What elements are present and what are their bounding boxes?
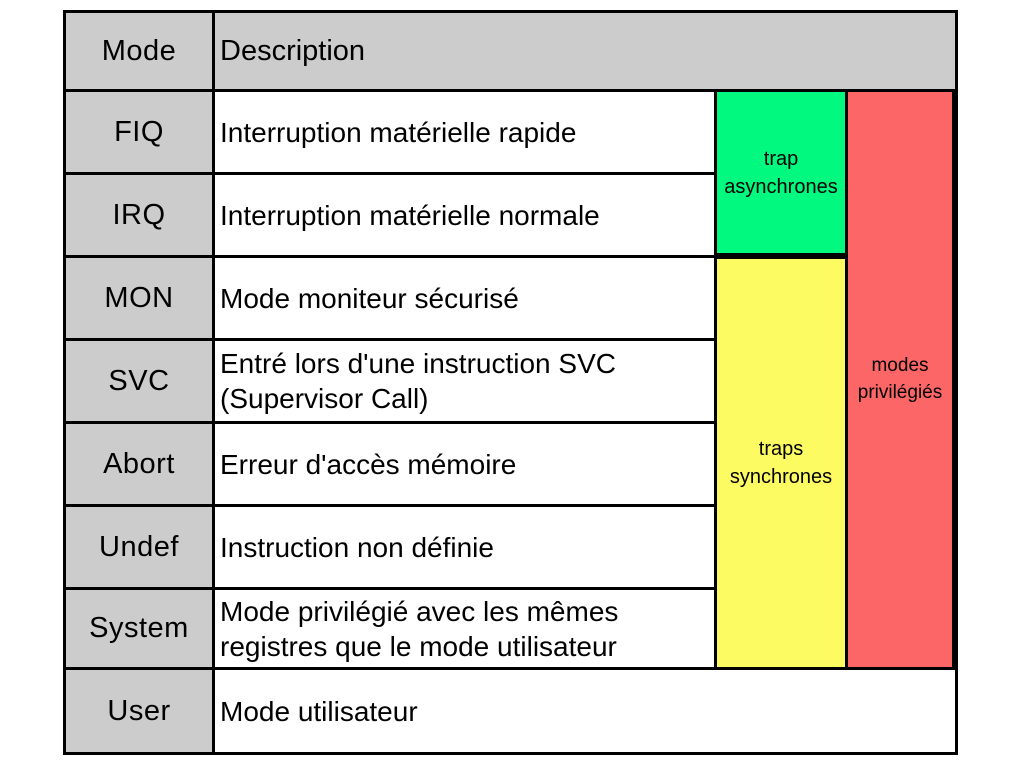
mode-cell: System xyxy=(66,590,215,667)
mode-cell: Abort xyxy=(66,424,215,504)
mode-label: SVC xyxy=(108,364,170,397)
description-text: Interruption matérielle normale xyxy=(220,199,600,231)
description-text: Mode utilisateur xyxy=(220,695,418,727)
description-text: Interruption matérielle rapide xyxy=(220,116,577,148)
header-mode-cell: Mode xyxy=(66,13,215,89)
mode-cell: SVC xyxy=(66,341,215,421)
privileged-modes-label: modes privilégiés xyxy=(857,354,943,403)
description-text: Entré lors d'une instruction SVC (Superv… xyxy=(220,348,616,414)
description-text: Instruction non définie xyxy=(220,531,494,563)
mode-cell: IRQ xyxy=(66,175,215,255)
group-overlay-sync-traps: traps synchrones xyxy=(714,256,848,670)
group-overlay-privileged-modes: modes privilégiés xyxy=(845,89,955,670)
sync-traps-label: traps synchrones xyxy=(729,438,833,488)
mode-cell: Undef xyxy=(66,507,215,587)
description-text: Mode privilégié avec les mêmes registres… xyxy=(220,595,619,662)
table-header-row: Mode Description xyxy=(66,13,955,92)
mode-cell: User xyxy=(66,670,215,752)
mode-cell: MON xyxy=(66,258,215,338)
header-description-cell: Description xyxy=(215,13,955,89)
mode-label: System xyxy=(89,612,189,644)
description-text: Mode moniteur sécurisé xyxy=(220,282,519,314)
mode-label: MON xyxy=(104,281,174,314)
header-description-label: Description xyxy=(220,34,366,67)
async-traps-label: trap asynchrones xyxy=(724,147,838,198)
table-row-user: User Mode utilisateur xyxy=(66,670,955,752)
mode-label: FIQ xyxy=(114,115,164,148)
description-cell: Mode utilisateur xyxy=(215,670,955,752)
mode-label: User xyxy=(107,694,171,727)
mode-label: Undef xyxy=(99,530,179,563)
mode-cell: FIQ xyxy=(66,92,215,172)
arm-modes-table: Mode Description FIQ Interruption matéri… xyxy=(63,10,958,755)
group-overlay-async-traps: trap asynchrones xyxy=(714,89,848,256)
header-mode-label: Mode xyxy=(101,34,177,67)
mode-label: IRQ xyxy=(112,198,166,231)
mode-label: Abort xyxy=(103,447,175,480)
description-text: Erreur d'accès mémoire xyxy=(220,448,517,480)
